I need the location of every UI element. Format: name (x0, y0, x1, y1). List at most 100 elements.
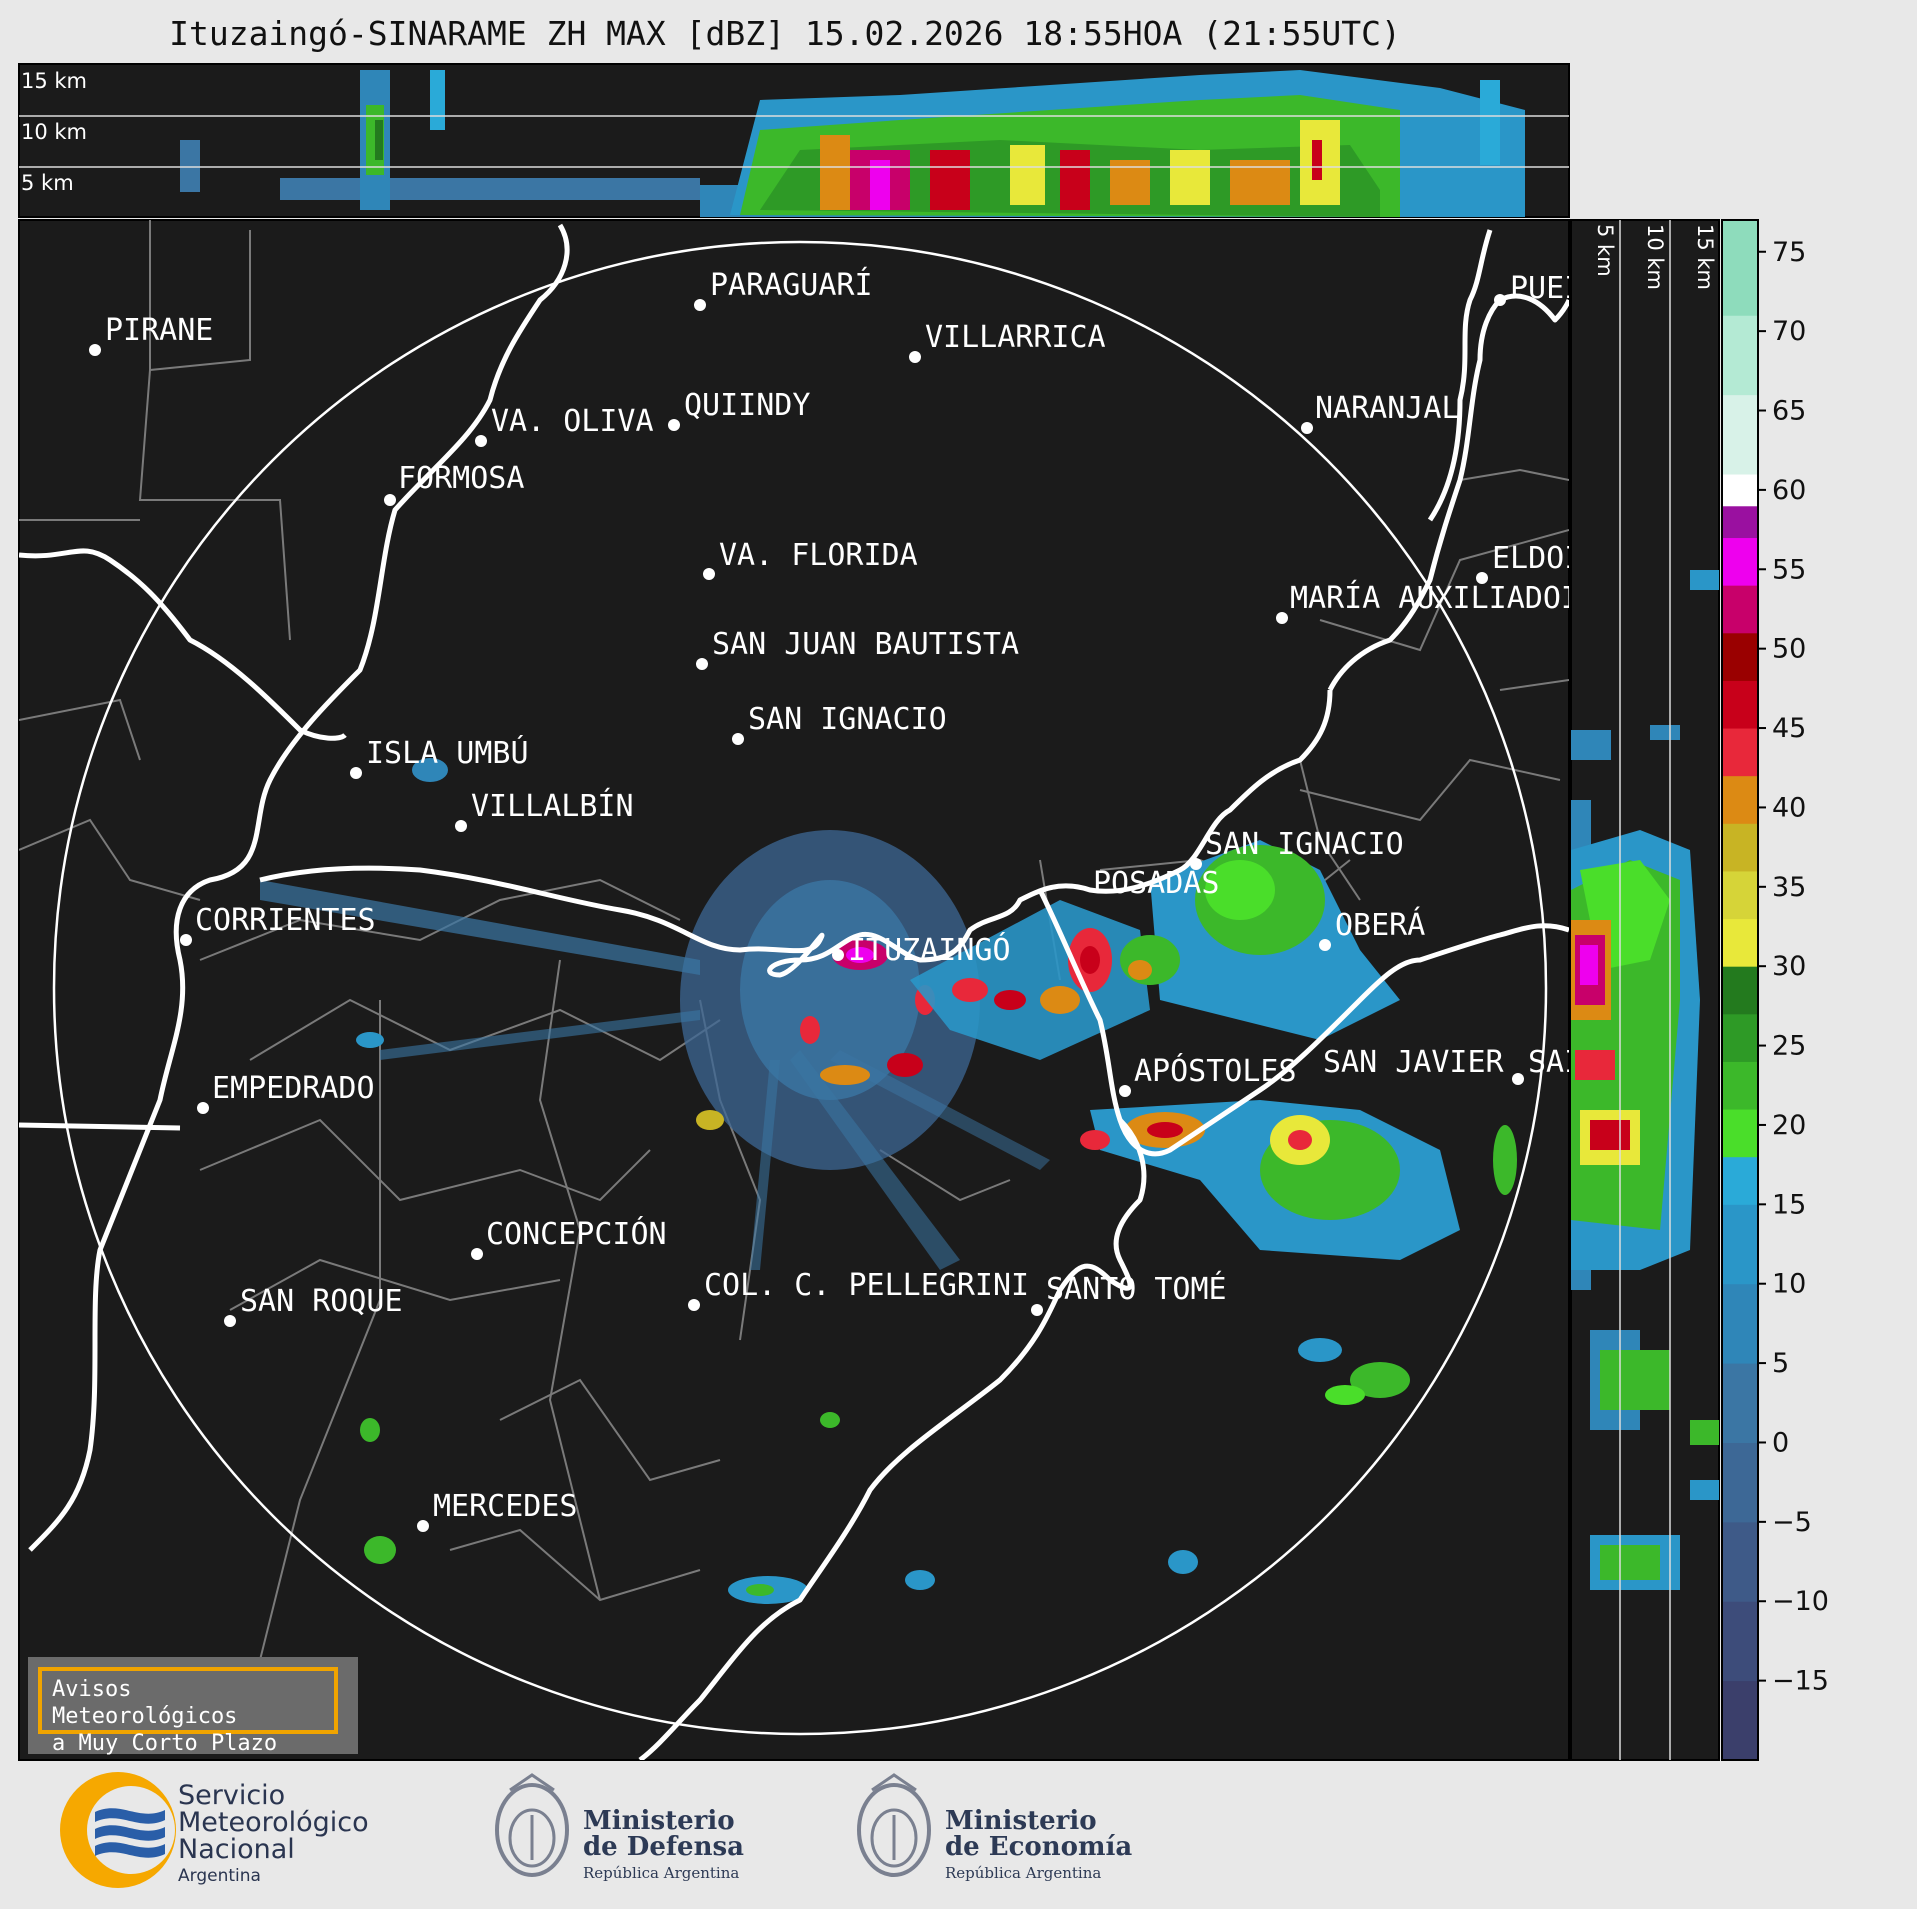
colorbar-segment (1722, 1363, 1758, 1443)
colorbar-tick-label: 10 (1772, 1269, 1806, 1300)
colorbar-segment (1722, 537, 1758, 586)
top-echo-profile (180, 70, 1525, 217)
colorbar-segment (1722, 680, 1758, 729)
city-col-c-pellegrini: COL. C. PELLEGRINI (688, 1268, 1029, 1311)
colorbar-tick-label: 5 (1772, 1348, 1789, 1379)
svg-text:FORMOSA: FORMOSA (398, 461, 524, 496)
colorbar-tick-label: 45 (1772, 713, 1806, 744)
svg-text:SAN IGNACIO: SAN IGNACIO (1205, 827, 1404, 862)
top-height-label-5km: 5 km (21, 171, 74, 195)
colorbar-segments (1722, 220, 1758, 1761)
city-naranjal: NARANJAL (1301, 391, 1460, 434)
svg-text:SANTO TOMÉ: SANTO TOMÉ (1046, 1271, 1227, 1307)
city-villalbin: VILLALBÍN (455, 788, 634, 832)
economia-emblem (857, 1773, 931, 1877)
svg-text:ISLA UMBÚ: ISLA UMBÚ (366, 734, 529, 771)
colorbar-tick-label: 75 (1772, 237, 1806, 268)
city-maria-auxiliadora: MARÍA AUXILIADOI (1276, 580, 1579, 624)
svg-text:EMPEDRADO: EMPEDRADO (212, 1071, 375, 1106)
smn-logo-text: Servicio Meteorológico Nacional Argentin… (178, 1782, 369, 1890)
svg-text:SAN JAVIER: SAN JAVIER (1323, 1045, 1505, 1080)
colorbar-segment (1722, 1109, 1758, 1158)
colorbar-frame (1721, 219, 1759, 1761)
svg-text:PARAGUARÍ: PARAGUARÍ (710, 267, 873, 303)
smn-line-4: Argentina (178, 1866, 261, 1886)
smn-line-2: Meteorológico (178, 1807, 369, 1838)
side-echo-profile (1571, 570, 1719, 1590)
colorbar-tick-label: 40 (1772, 792, 1806, 823)
map-panel: PIRANE PARAGUARÍ VILLARRICA QUIINDY VA. … (18, 219, 1582, 1761)
side-height-label-15km: 15 km (1693, 224, 1717, 290)
top-height-label-15km: 15 km (21, 69, 87, 93)
city-empedrado: EMPEDRADO (197, 1071, 375, 1114)
svg-text:CORRIENTES: CORRIENTES (195, 903, 376, 938)
city-apostoles: APÓSTOLES (1119, 1052, 1297, 1097)
city-san-juan-bautista: SAN JUAN BAUTISTA (696, 627, 1019, 670)
colorbar-segment (1722, 1013, 1758, 1062)
svg-text:ELDOI: ELDOI (1492, 541, 1582, 576)
city-pirane: PIRANE (89, 313, 213, 356)
city-puei: PUEI (1494, 271, 1582, 306)
city-quiindy: QUIINDY (668, 388, 810, 431)
svg-text:NARANJAL: NARANJAL (1315, 391, 1460, 426)
city-villarrica: VILLARRICA (909, 320, 1106, 363)
svg-text:SAN JUAN BAUTISTA: SAN JUAN BAUTISTA (712, 627, 1019, 662)
city-obera: OBERÁ (1319, 907, 1425, 951)
city-eldoi: ELDOI (1476, 541, 1582, 584)
colorbar-segment (1722, 1061, 1758, 1110)
colorbar-segment (1722, 1521, 1758, 1602)
avisos-line-1: Avisos Meteorológicos (52, 1677, 238, 1729)
svg-text:PUEI: PUEI (1510, 271, 1582, 306)
colorbar-tick-label: 25 (1772, 1031, 1806, 1062)
defensa-line-1: Ministerio (583, 1806, 735, 1836)
top-height-label-10km: 10 km (21, 120, 87, 144)
colorbar-tick-label: −10 (1772, 1586, 1829, 1617)
svg-text:MERCEDES: MERCEDES (433, 1489, 578, 1524)
city-san-roque: SAN ROQUE (224, 1284, 403, 1327)
colorbar-segment (1722, 1156, 1758, 1205)
svg-text:PIRANE: PIRANE (105, 313, 213, 348)
colorbar-segment (1722, 505, 1758, 539)
svg-text:CONCEPCIÓN: CONCEPCIÓN (486, 1215, 667, 1252)
economia-line-3: República Argentina (945, 1864, 1102, 1882)
colorbar-segment (1722, 1204, 1758, 1285)
svg-text:MARÍA AUXILIADOI: MARÍA AUXILIADOI (1290, 580, 1579, 616)
city-corrientes: CORRIENTES (180, 903, 376, 946)
svg-text:SAN ROQUE: SAN ROQUE (240, 1284, 403, 1319)
colorbar-segment (1722, 1283, 1758, 1364)
smn-logo (60, 1772, 176, 1888)
svg-text:VA. OLIVA: VA. OLIVA (491, 404, 654, 439)
colorbar-tick-label: 0 (1772, 1427, 1789, 1458)
city-santo-tome: SANTO TOMÉ (1031, 1271, 1227, 1316)
side-height-label-10km: 10 km (1643, 224, 1667, 290)
side-height-label-5km: 5 km (1593, 224, 1617, 277)
avisos-line-2: a Muy Corto Plazo (52, 1731, 278, 1756)
colorbar-segment (1722, 775, 1758, 824)
colorbar-segment (1722, 728, 1758, 777)
svg-text:COL. C. PELLEGRINI: COL. C. PELLEGRINI (704, 1268, 1029, 1303)
colorbar-tick-label: −5 (1772, 1507, 1812, 1538)
svg-text:SAN IGNACIO: SAN IGNACIO (748, 702, 947, 737)
svg-text:SAI: SAI (1528, 1045, 1582, 1080)
defensa-line-3: República Argentina (583, 1864, 740, 1882)
svg-text:POSADAS: POSADAS (1093, 866, 1219, 901)
city-san-ignacio-py: SAN IGNACIO (732, 702, 947, 745)
city-formosa: FORMOSA (384, 461, 524, 506)
city-san-javier: SAN JAVIER (1323, 1045, 1505, 1080)
side-cross-section-panel: 5 km 10 km 15 km (1570, 219, 1720, 1761)
colorbar-tick-label: 55 (1772, 554, 1806, 585)
svg-text:VILLALBÍN: VILLALBÍN (471, 788, 634, 824)
avisos-box[interactable]: Avisos Meteorológicos a Muy Corto Plazo (28, 1657, 358, 1756)
svg-text:VA. FLORIDA: VA. FLORIDA (719, 538, 918, 573)
city-isla-umbu: ISLA UMBÚ (350, 734, 529, 779)
city-mercedes: MERCEDES (417, 1489, 578, 1532)
colorbar-tick-label: 35 (1772, 872, 1806, 903)
svg-text:OBERÁ: OBERÁ (1335, 907, 1425, 943)
city-concepcion: CONCEPCIÓN (471, 1215, 667, 1260)
city-va-florida: VA. FLORIDA (703, 538, 918, 580)
rivers-and-borders (19, 223, 1569, 1760)
economia-line-2: de Economía (945, 1832, 1133, 1862)
city-paraguari: PARAGUARÍ (694, 267, 873, 311)
